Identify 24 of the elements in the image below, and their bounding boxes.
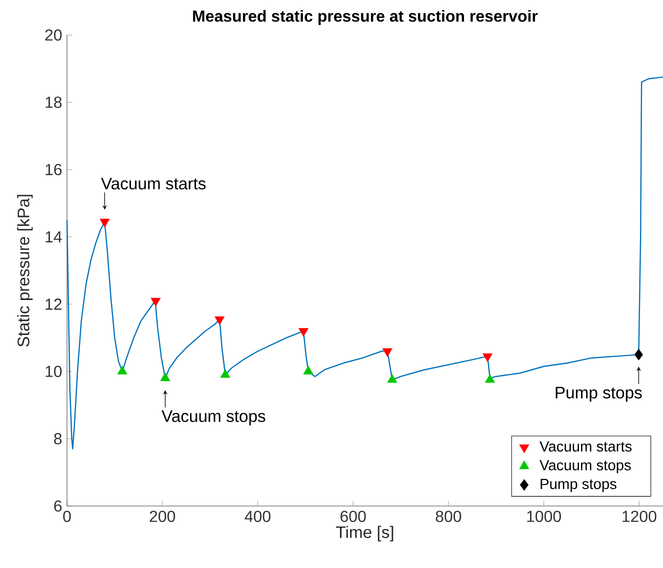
y-axis-title: Static pressure [kPa] bbox=[17, 194, 33, 347]
legend-label: Vacuum starts bbox=[540, 441, 632, 452]
y-tick-label: 16 bbox=[46, 164, 62, 176]
y-tick-label: 10 bbox=[46, 366, 62, 378]
y-tick-label: 14 bbox=[46, 231, 62, 242]
x-tick-label: 800 bbox=[436, 510, 462, 522]
annotation: Vacuum stops bbox=[162, 410, 266, 426]
x-tick-label: 1000 bbox=[527, 510, 561, 522]
y-tick-label: 8 bbox=[54, 433, 62, 444]
x-tick-label: 0 bbox=[63, 510, 71, 522]
y-tick-label: 6 bbox=[54, 500, 62, 512]
x-tick-label: 400 bbox=[244, 510, 270, 522]
chart-title: Measured static pressure at suction reservoir bbox=[193, 10, 538, 25]
x-tick-label: 600 bbox=[340, 510, 366, 522]
y-tick-label: 12 bbox=[46, 298, 62, 310]
legend-label: Vacuum stops bbox=[540, 460, 631, 474]
x-axis-title: Time [s] bbox=[336, 526, 394, 542]
annotation: Vacuum starts bbox=[101, 178, 206, 190]
legend-label: Pump stops bbox=[540, 478, 616, 492]
y-tick-label: 18 bbox=[46, 96, 62, 108]
y-tick-label: 20 bbox=[45, 29, 62, 41]
x-tick-label: 200 bbox=[150, 510, 176, 522]
annotation: Pump stops bbox=[556, 386, 642, 402]
x-tick-label: 1200 bbox=[622, 510, 656, 522]
